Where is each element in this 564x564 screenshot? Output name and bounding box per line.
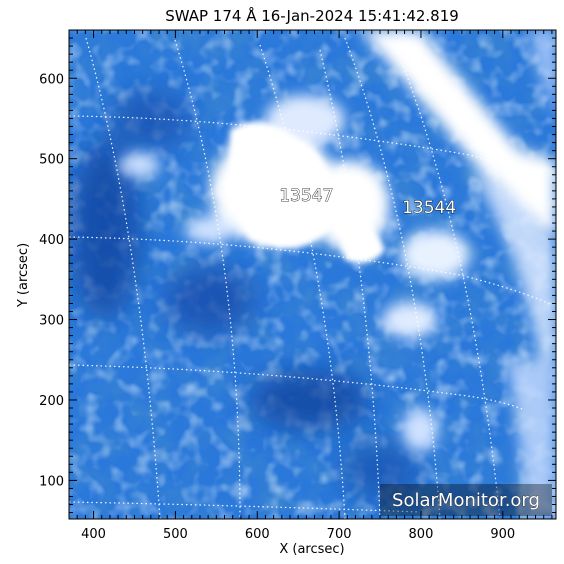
y-tick-label: 300 xyxy=(39,314,64,329)
y-tick-label: 400 xyxy=(39,233,64,248)
y-axis-label: Y (arcsec) xyxy=(16,243,31,308)
y-tick-label: 200 xyxy=(39,394,64,409)
plot-frame xyxy=(68,29,557,520)
x-axis-label: X (arcsec) xyxy=(279,542,344,557)
active-region-label: 13547 xyxy=(279,186,333,206)
x-tick-label: 900 xyxy=(490,527,515,542)
y-tick-label: 100 xyxy=(39,474,64,489)
y-tick-label: 600 xyxy=(39,72,64,87)
heliographic-grid xyxy=(69,37,553,519)
plot-title: SWAP 174 Å 16-Jan-2024 15:41:42.819 xyxy=(165,6,459,25)
x-tick-label: 700 xyxy=(327,527,352,542)
x-tick-label: 400 xyxy=(81,527,106,542)
x-axis-ticks: 400 500 600 700 800 900 xyxy=(68,30,553,542)
x-tick-label: 600 xyxy=(245,527,270,542)
watermark: SolarMonitor.org xyxy=(392,490,540,511)
y-tick-label: 500 xyxy=(39,153,64,168)
x-tick-label: 800 xyxy=(409,527,434,542)
y-axis-ticks: 100 200 300 400 500 600 xyxy=(39,29,556,514)
solar-image: 13547 13544 SolarMonitor.org xyxy=(69,30,556,519)
active-region-labels: 13547 13544 xyxy=(279,185,457,218)
active-region-label: 13544 xyxy=(402,198,456,218)
x-tick-label: 500 xyxy=(163,527,188,542)
